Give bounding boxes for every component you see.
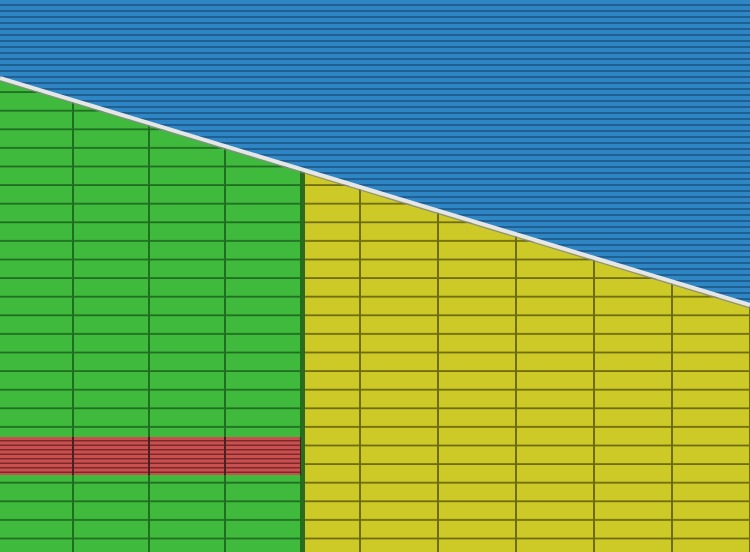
red-vent <box>0 437 304 475</box>
roof-edge-shadow <box>0 80 750 309</box>
roof-edge <box>0 76 750 307</box>
seam <box>301 80 305 552</box>
